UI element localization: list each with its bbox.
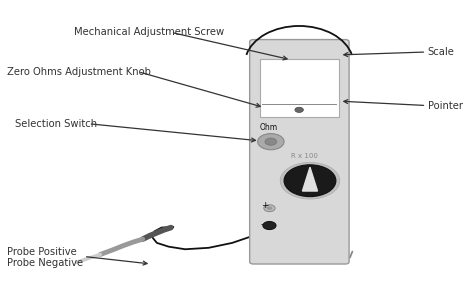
- FancyBboxPatch shape: [250, 40, 349, 264]
- Text: Zero Ohms Adjustment Knob: Zero Ohms Adjustment Knob: [7, 67, 151, 77]
- Circle shape: [263, 222, 276, 230]
- Text: Ohm: Ohm: [260, 123, 278, 132]
- Text: Probe Positive
Probe Negative: Probe Positive Probe Negative: [7, 246, 83, 268]
- Text: Mechanical Adjustment Screw: Mechanical Adjustment Screw: [74, 27, 225, 37]
- Circle shape: [280, 162, 340, 199]
- Circle shape: [258, 133, 284, 150]
- Text: Pointer: Pointer: [428, 100, 463, 110]
- Text: -: -: [261, 220, 264, 230]
- Text: R x 100: R x 100: [291, 153, 318, 159]
- Circle shape: [267, 206, 272, 210]
- Text: Scale: Scale: [428, 47, 455, 57]
- Circle shape: [264, 205, 275, 212]
- Circle shape: [284, 165, 336, 197]
- Text: Selection Switch: Selection Switch: [15, 119, 97, 129]
- Circle shape: [265, 138, 277, 145]
- Circle shape: [295, 107, 303, 112]
- Text: +: +: [261, 201, 268, 210]
- Bar: [260, 59, 339, 117]
- Polygon shape: [302, 167, 318, 191]
